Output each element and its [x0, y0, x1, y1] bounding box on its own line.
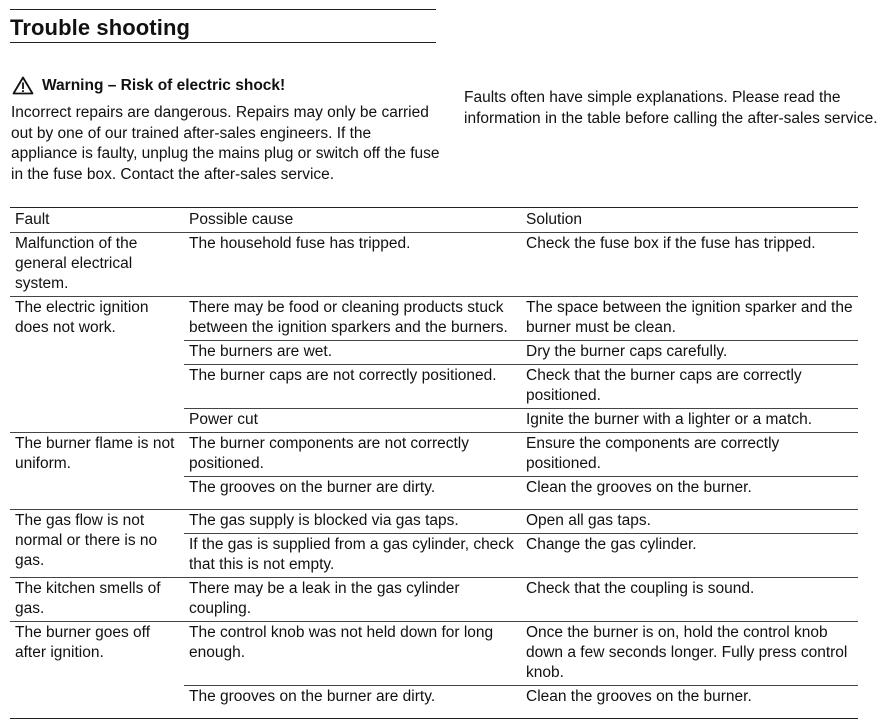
solution-cell: Ignite the burner with a lighter or a ma…	[521, 408, 858, 433]
page-title: Trouble shooting	[10, 15, 191, 40]
fault-cell: The electric ignition does not work.	[10, 296, 184, 433]
fault-cell: Malfunction of the general electrical sy…	[10, 232, 184, 297]
fault-cell: The burner goes off after ignition.	[15, 624, 150, 661]
header-cause: Possible cause	[184, 207, 521, 233]
solution-cell: Check that the burner caps are correctly…	[521, 364, 858, 409]
header-solution: Solution	[521, 207, 858, 233]
cause-cell: There may be a leak in the gas cylinder …	[184, 577, 521, 622]
cause-cell: Power cut	[184, 408, 521, 433]
table-row: The electric ignition does not work. Ther…	[10, 296, 858, 433]
table-row: Malfunction of the general electrical sy…	[10, 232, 858, 297]
solution-cell: Change the gas cylinder.	[521, 533, 858, 578]
fault-cell: The gas flow is not normal or there is n…	[10, 509, 184, 578]
table-row: Power cut Ignite the burner with a lighte…	[10, 408, 858, 433]
solution-cell: The space between the ignition sparker a…	[521, 296, 858, 341]
header-fault: Fault	[10, 207, 184, 233]
solution-cell: Clean the grooves on the burner.	[526, 688, 752, 705]
table-row: If the gas is supplied from a gas cylind…	[10, 533, 858, 578]
warning-heading: Warning – Risk of electric shock!	[42, 76, 286, 94]
warning-triangle-icon	[12, 76, 34, 95]
title-bar: Trouble shooting	[10, 9, 436, 43]
table-row: The kitchen smells of gas. There may be a…	[10, 577, 858, 622]
cause-cell: The control knob was not held down for l…	[184, 621, 521, 686]
cause-cell: If the gas is supplied from a gas cylind…	[184, 533, 521, 578]
cause-cell: There may be food or cleaning products s…	[184, 296, 521, 341]
cause-cell: The grooves on the burner are dirty.	[184, 476, 521, 510]
cause-cell: The burners are wet.	[184, 340, 521, 365]
table-row: The burner caps are not correctly positi…	[10, 364, 858, 409]
intro-text: Faults often have simple explanations. P…	[464, 89, 878, 127]
table-row: The grooves on the burner are dirty. Clea…	[10, 476, 858, 510]
solution-cell: Check that the coupling is sound.	[521, 577, 858, 622]
solution-cell: Clean the grooves on the burner.	[521, 476, 858, 510]
solution-cell: Dry the burner caps carefully.	[521, 340, 858, 365]
solution-cell: Ensure the components are correctly posi…	[521, 432, 858, 477]
cause-cell: The burner caps are not correctly positi…	[184, 364, 521, 409]
fault-cell: The burner flame is not uniform.	[10, 432, 184, 510]
table-row: The gas flow is not normal or there is n…	[10, 509, 858, 578]
cause-cell: The burner components are not correctly …	[184, 432, 521, 477]
table-row: The grooves on the burner are dirty. Clea…	[10, 686, 858, 719]
fault-cell: The kitchen smells of gas.	[10, 577, 184, 622]
table-row: The burner goes off after ignition. The c…	[10, 621, 858, 686]
solution-cell: Once the burner is on, hold the control …	[521, 621, 858, 686]
table-row: The burner flame is not uniform. The burn…	[10, 432, 858, 510]
warning-text: Incorrect repairs are dangerous. Repairs…	[11, 104, 440, 183]
cause-cell: The household fuse has tripped.	[184, 232, 521, 297]
troubleshooting-table: Fault Possible cause Solution Malfunctio…	[10, 207, 858, 719]
warning-heading-row: Warning – Risk of electric shock!	[12, 76, 285, 95]
cause-cell: The grooves on the burner are dirty.	[189, 688, 436, 705]
cause-cell: The gas supply is blocked via gas taps.	[184, 509, 521, 534]
table-header-row: Fault Possible cause Solution	[10, 207, 858, 233]
solution-cell: Open all gas taps.	[521, 509, 858, 534]
table-row: The burners are wet. Dry the burner caps …	[10, 340, 858, 365]
solution-cell: Check the fuse box if the fuse has tripp…	[521, 232, 858, 297]
